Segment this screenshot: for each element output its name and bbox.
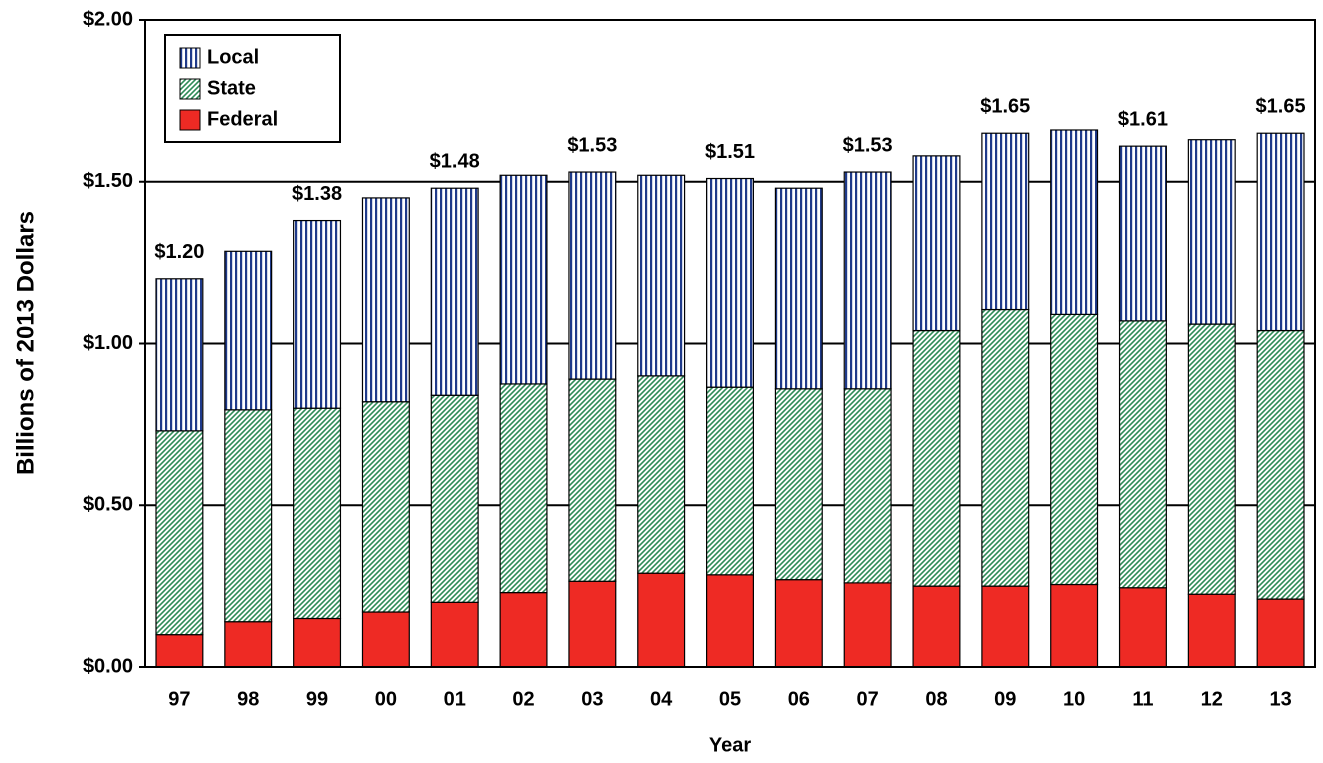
bar-segment [637,572,686,668]
bar-segment [361,401,410,613]
bar-segment [224,250,273,411]
x-tick-label: 97 [168,688,190,710]
legend-label: Local [207,46,259,68]
bar-segment [430,601,479,668]
legend-swatch [179,47,201,69]
x-tick-label: 11 [1132,688,1153,710]
bar-segment [774,579,823,668]
bar-segment [981,308,1030,587]
bar-segment [705,177,754,388]
bar-segment [774,187,823,390]
bar-segment [155,278,204,432]
x-tick-label: 06 [788,688,810,710]
x-tick-label: 03 [581,688,603,710]
y-axis-label: Billions of 2013 Dollars [12,211,39,475]
bar-segment [1118,587,1167,668]
x-tick-label: 02 [512,688,534,710]
bar-segment [843,582,892,668]
bar-segment [981,585,1030,668]
x-tick-label: 04 [650,688,673,710]
x-tick-label: 10 [1063,688,1085,710]
bar-segment [1187,139,1236,325]
total-label: $1.65 [980,96,1030,118]
total-label: $1.51 [705,141,755,163]
y-tick-label: $0.50 [83,494,133,516]
total-label: $1.48 [430,151,480,173]
bar-segment [843,388,892,584]
bar-segment [1256,329,1305,600]
x-tick-label: 08 [925,688,947,710]
x-tick-label: 09 [994,688,1016,710]
bar-segment [430,394,479,603]
bar-segment [568,171,617,380]
bar-segment [1118,320,1167,589]
bar-segment [912,329,961,587]
bar-segment [1050,583,1099,668]
bar-segment [774,388,823,581]
legend-label: State [207,77,256,99]
bar-segment [637,375,686,574]
x-tick-label: 00 [375,688,397,710]
x-tick-label: 13 [1269,688,1291,710]
bar-segment [1187,323,1236,595]
bar-segment [430,187,479,396]
total-label: $1.65 [1256,96,1306,118]
bar-segment [568,580,617,668]
bar-segment [224,409,273,623]
bar-segment [293,407,342,620]
bar-segment [1256,132,1305,332]
y-tick-label: $1.00 [83,332,133,354]
total-label: $1.53 [843,134,893,156]
y-tick-label: $0.00 [83,655,133,677]
bar-segment [499,591,548,668]
bar-segment [912,155,961,332]
bar-segment [155,634,204,668]
bar-segment [568,378,617,582]
bar-segment [1050,313,1099,586]
bar-segment [499,383,548,594]
legend-swatch [179,78,201,100]
legend-label: Federal [207,108,278,130]
total-label: $1.20 [154,241,204,263]
bar-segment [912,585,961,668]
y-tick-label: $1.50 [83,170,133,192]
bar-segment [1118,145,1167,322]
bar-segment [293,617,342,668]
total-label: $1.61 [1118,108,1168,130]
bar-segment [637,174,686,377]
legend: Local State Federal [164,34,341,143]
x-tick-label: 12 [1201,688,1223,710]
x-tick-label: 07 [857,688,879,710]
bar-segment [843,171,892,390]
bar-segment [293,219,342,409]
bar-segment [1050,129,1099,315]
x-tick-label: 98 [237,688,259,710]
bar-segment [1256,598,1305,668]
x-axis-label: Year [709,734,751,756]
bar-segment [499,174,548,385]
x-tick-label: 99 [306,688,328,710]
legend-swatch [179,109,201,131]
bar-segment [981,132,1030,311]
bar-segment [705,574,754,668]
bar-segment [224,621,273,668]
total-label: $1.38 [292,183,342,205]
x-tick-label: 01 [444,688,466,710]
bar-segment [361,197,410,403]
x-tick-label: 05 [719,688,741,710]
plot-frame [144,19,1316,668]
total-label: $1.53 [567,134,617,156]
bar-segment [155,430,204,636]
bar-segment [1187,593,1236,668]
bar-segment [705,386,754,576]
y-tick-label: $2.00 [83,8,133,30]
bar-segment [361,611,410,668]
